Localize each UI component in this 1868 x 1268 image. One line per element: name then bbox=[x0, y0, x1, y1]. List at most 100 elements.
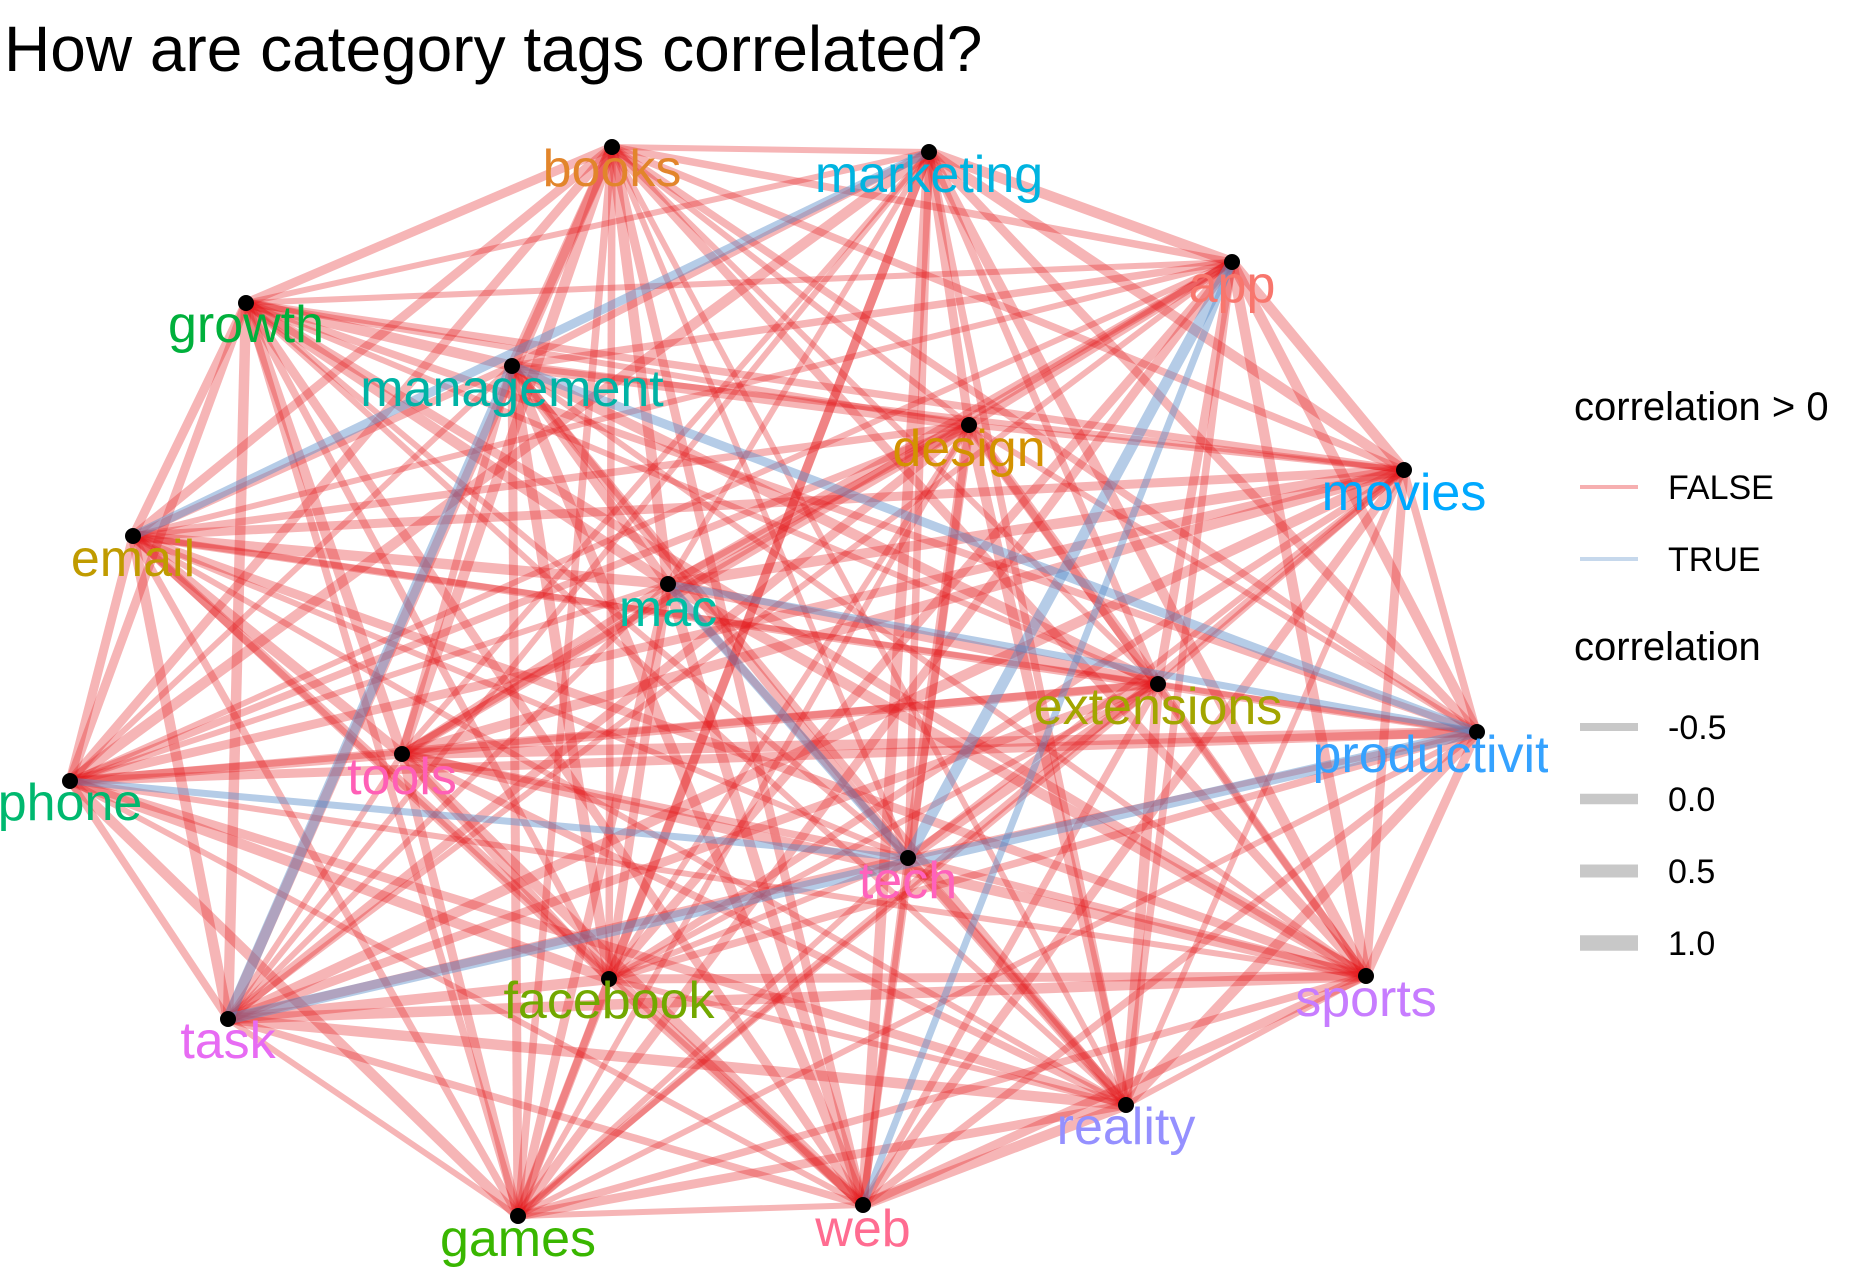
edge-tools-web bbox=[398, 750, 867, 1209]
legend-label-true: TRUE bbox=[1668, 541, 1761, 579]
edge-books-games bbox=[514, 146, 616, 1217]
node-label-design: design bbox=[892, 420, 1045, 478]
edge-design-movies bbox=[968, 422, 1405, 473]
edge-extensions-sports bbox=[1154, 681, 1370, 979]
edge-management-facebook bbox=[506, 365, 615, 980]
edge-phone-task bbox=[66, 778, 232, 1022]
edge-books-design bbox=[610, 144, 971, 428]
node-design bbox=[961, 417, 977, 433]
legend-width-label-1: 0.0 bbox=[1668, 781, 1715, 819]
edge-email-web bbox=[129, 532, 867, 1209]
edge-sports-reality bbox=[1124, 973, 1368, 1108]
edge-reality-web bbox=[861, 1100, 1128, 1210]
node-phone bbox=[62, 773, 78, 789]
edge-design-web bbox=[859, 424, 973, 1206]
edge-mac-web bbox=[662, 582, 869, 1207]
edge-marketing-productivity bbox=[925, 148, 1481, 736]
edge-books-web bbox=[607, 145, 868, 1207]
edge-phone-sports bbox=[69, 778, 1367, 979]
node-productivity bbox=[1469, 724, 1485, 740]
node-label-productivity: productivity bbox=[1313, 726, 1576, 784]
edge-mac-reality bbox=[665, 581, 1129, 1108]
node-email bbox=[125, 528, 141, 544]
edge-movies-sports bbox=[1361, 469, 1409, 977]
edge-growth-email bbox=[128, 301, 251, 538]
edge-tools-tech bbox=[401, 750, 909, 862]
edge-facebook-reality bbox=[608, 976, 1127, 1108]
node-label-growth: growth bbox=[168, 296, 324, 354]
edge-marketing-reality bbox=[925, 151, 1130, 1106]
edge-management-tools bbox=[398, 364, 516, 756]
edge-management-design bbox=[511, 360, 970, 431]
edge-mac-task bbox=[225, 581, 671, 1022]
edge-tech-web bbox=[859, 857, 912, 1206]
edge-growth-sports bbox=[243, 299, 1369, 980]
edge-books-extensions bbox=[609, 144, 1161, 687]
edge-growth-games bbox=[242, 301, 522, 1218]
edge-marketing-games bbox=[513, 150, 934, 1218]
edge-design-facebook bbox=[606, 423, 972, 981]
edge-management-extensions bbox=[509, 361, 1161, 689]
edge-email-extensions bbox=[132, 533, 1159, 687]
edge-books-productivity bbox=[609, 143, 1480, 736]
edge-task-games bbox=[226, 1016, 520, 1219]
edge-email-tech bbox=[131, 533, 910, 861]
legend-title-width: correlation bbox=[1574, 625, 1761, 669]
edge-tech-facebook bbox=[607, 855, 910, 982]
edge-mac-extensions bbox=[666, 578, 1160, 690]
edge-design-productivity bbox=[967, 422, 1479, 735]
edge-extensions-phone bbox=[69, 680, 1159, 785]
edge-productivity-task bbox=[226, 726, 1479, 1025]
edge-productivity-web bbox=[860, 729, 1480, 1208]
legend: correlation > 0 FALSE TRUE correlation -0.5 0… bbox=[1574, 385, 1829, 963]
edge-books-phone bbox=[66, 144, 616, 784]
edge-app-email bbox=[132, 259, 1233, 539]
edge-tech-games bbox=[515, 855, 911, 1219]
edge-movies-reality bbox=[1123, 468, 1407, 1107]
edge-growth-extensions bbox=[244, 300, 1160, 687]
edge-tools-sports bbox=[400, 748, 1368, 982]
edge-marketing-movies bbox=[926, 147, 1407, 475]
node-label-movies: movies bbox=[1322, 464, 1487, 522]
edge-marketing-sports bbox=[924, 149, 1371, 979]
edge-app-extensions bbox=[1153, 261, 1237, 685]
edge-mac-tools bbox=[399, 580, 671, 758]
node-growth bbox=[238, 295, 254, 311]
edge-movies-tech bbox=[906, 467, 1406, 861]
chart-title: How are category tags correlated? bbox=[4, 13, 983, 85]
edge-management-mac bbox=[508, 363, 672, 587]
node-label-sports: sports bbox=[1295, 970, 1437, 1028]
node-tools bbox=[394, 746, 410, 762]
edge-books-facebook bbox=[605, 146, 616, 980]
node-label-books: books bbox=[543, 140, 682, 198]
edge-productivity-phone bbox=[69, 727, 1478, 786]
edge-app-games bbox=[514, 259, 1236, 1219]
edge-marketing-design bbox=[924, 151, 974, 426]
edge-growth-phone bbox=[65, 301, 251, 783]
edge-movies-task bbox=[225, 465, 1407, 1024]
edge-growth-tech bbox=[244, 300, 910, 861]
node-mac bbox=[660, 576, 676, 592]
edge-books-reality bbox=[609, 145, 1129, 1107]
edge-movies-productivity bbox=[1400, 468, 1481, 734]
node-books bbox=[604, 139, 620, 155]
edge-growth-management bbox=[244, 297, 514, 372]
edge-reality-games bbox=[517, 1100, 1127, 1221]
edge-phone-facebook bbox=[68, 776, 611, 984]
edge-email-sports bbox=[131, 531, 1368, 981]
edge-games-web bbox=[517, 1202, 864, 1219]
edge-productivity-reality bbox=[1122, 728, 1481, 1109]
legend-background bbox=[1548, 360, 1868, 1000]
edge-mac-sports bbox=[665, 579, 1369, 981]
edge-email-reality bbox=[131, 533, 1128, 1108]
edge-movies-mac bbox=[667, 464, 1405, 590]
edge-email-facebook bbox=[130, 533, 612, 982]
edge-management-email bbox=[131, 362, 514, 540]
node-marketing bbox=[921, 144, 937, 160]
node-label-tech: tech bbox=[859, 852, 957, 910]
edge-books-task bbox=[223, 144, 617, 1022]
edge-tools-reality bbox=[400, 750, 1128, 1109]
edge-growth-design bbox=[245, 300, 970, 428]
edge-marketing-mac bbox=[665, 150, 932, 586]
